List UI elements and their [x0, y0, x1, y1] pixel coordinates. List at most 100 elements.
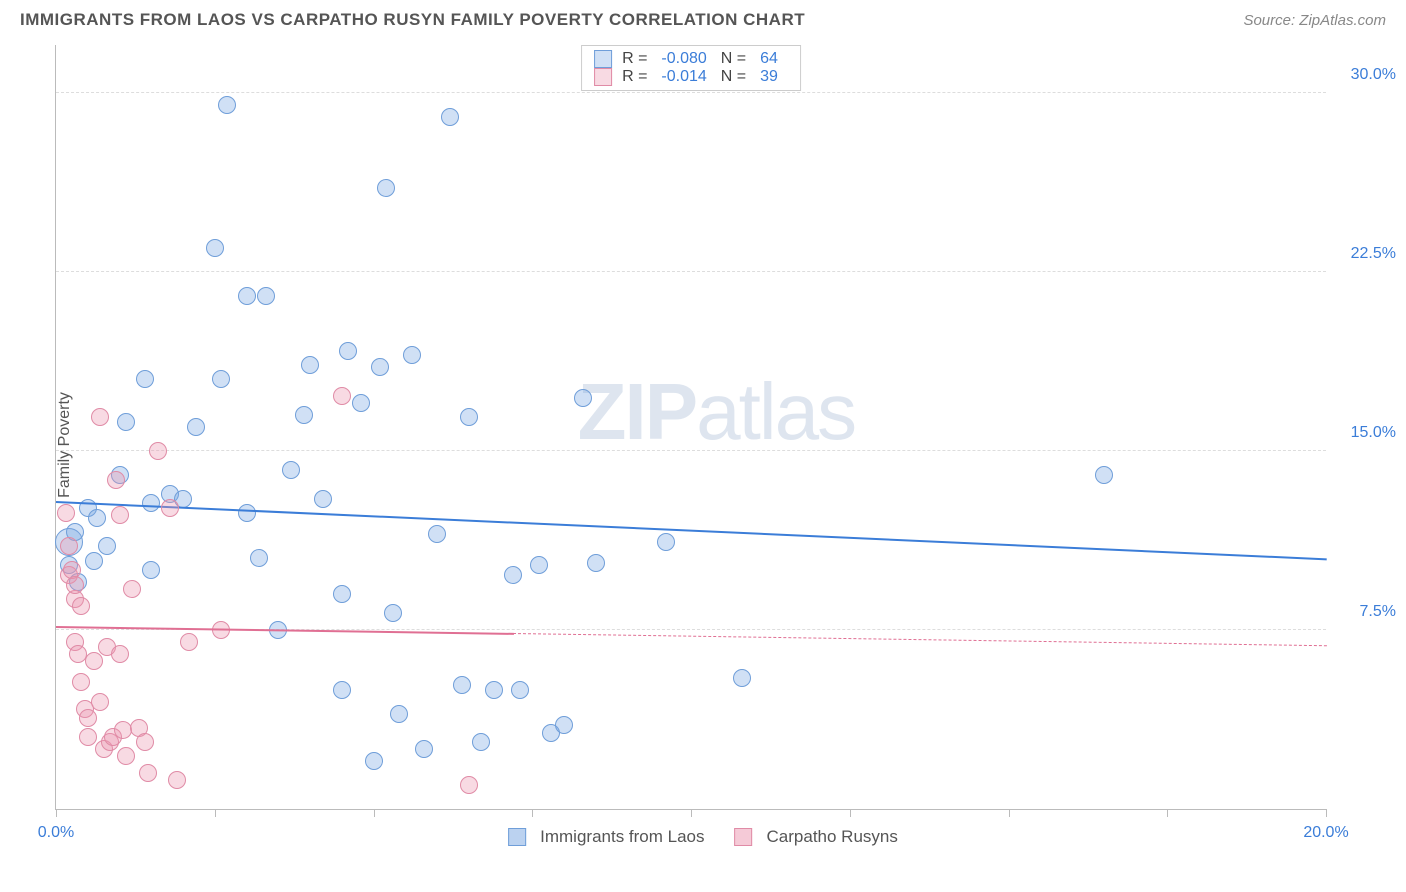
data-point-rusyn [117, 747, 135, 765]
x-tick [215, 809, 216, 817]
x-tick-label: 20.0% [1303, 824, 1348, 842]
data-point-rusyn [72, 673, 90, 691]
data-point-rusyn [107, 471, 125, 489]
watermark: ZIPatlas [578, 366, 855, 458]
data-point-rusyn [460, 776, 478, 794]
x-tick [374, 809, 375, 817]
r-value: -0.014 [651, 68, 716, 86]
data-point-rusyn [180, 633, 198, 651]
x-tick [532, 809, 533, 817]
data-point-laos [142, 494, 160, 512]
x-tick [850, 809, 851, 817]
x-tick-label: 0.0% [38, 824, 74, 842]
n-label: N = [721, 50, 746, 68]
data-point-rusyn [168, 771, 186, 789]
gridline [56, 450, 1326, 451]
data-point-laos [460, 408, 478, 426]
data-point-laos [238, 504, 256, 522]
data-point-laos [301, 356, 319, 374]
legend-row-laos: R =-0.080N =64 [594, 50, 788, 68]
data-point-laos [314, 490, 332, 508]
data-point-laos [453, 676, 471, 694]
x-tick [1326, 809, 1327, 817]
data-point-rusyn [79, 728, 97, 746]
data-point-rusyn [111, 645, 129, 663]
x-tick [1009, 809, 1010, 817]
data-point-laos [117, 413, 135, 431]
x-tick [1167, 809, 1168, 817]
data-point-rusyn [123, 580, 141, 598]
n-value: 39 [750, 68, 788, 86]
chart-container: Family Poverty ZIPatlas R =-0.080N =64R … [0, 35, 1406, 855]
r-label: R = [622, 50, 647, 68]
y-tick-label: 22.5% [1336, 245, 1396, 263]
data-point-rusyn [139, 764, 157, 782]
gridline [56, 92, 1326, 93]
data-point-rusyn [85, 652, 103, 670]
legend-label: Carpatho Rusyns [767, 827, 898, 847]
data-point-rusyn [60, 537, 78, 555]
n-value: 64 [750, 50, 788, 68]
data-point-laos [657, 533, 675, 551]
data-point-laos [352, 394, 370, 412]
data-point-laos [339, 342, 357, 360]
y-tick-label: 15.0% [1336, 424, 1396, 442]
data-point-rusyn [91, 408, 109, 426]
x-tick [56, 809, 57, 817]
source-attribution: Source: ZipAtlas.com [1243, 12, 1386, 29]
data-point-laos [88, 509, 106, 527]
data-point-laos [250, 549, 268, 567]
data-point-rusyn [57, 504, 75, 522]
data-point-laos [85, 552, 103, 570]
n-label: N = [721, 68, 746, 86]
data-point-laos [218, 96, 236, 114]
data-point-rusyn [149, 442, 167, 460]
trend-line-laos [56, 501, 1327, 560]
data-point-rusyn [161, 499, 179, 517]
data-point-laos [574, 389, 592, 407]
legend-swatch-laos [594, 50, 612, 68]
series-legend-item: Carpatho Rusyns [735, 827, 898, 847]
data-point-laos [371, 358, 389, 376]
legend-swatch [735, 828, 753, 846]
data-point-laos [377, 179, 395, 197]
data-point-laos [733, 669, 751, 687]
data-point-laos [187, 418, 205, 436]
data-point-rusyn [79, 709, 97, 727]
data-point-laos [1095, 466, 1113, 484]
data-point-laos [403, 346, 421, 364]
data-point-rusyn [333, 387, 351, 405]
legend-row-rusyn: R =-0.014N =39 [594, 68, 788, 86]
data-point-laos [415, 740, 433, 758]
data-point-laos [555, 716, 573, 734]
data-point-laos [511, 681, 529, 699]
data-point-laos [136, 370, 154, 388]
correlation-legend: R =-0.080N =64R =-0.014 N =39 [581, 45, 801, 91]
data-point-laos [428, 525, 446, 543]
series-legend-item: Immigrants from Laos [508, 827, 704, 847]
data-point-laos [212, 370, 230, 388]
data-point-laos [472, 733, 490, 751]
chart-title: IMMIGRANTS FROM LAOS VS CARPATHO RUSYN F… [20, 10, 805, 30]
data-point-laos [530, 556, 548, 574]
series-legend: Immigrants from Laos Carpatho Rusyns [508, 827, 898, 847]
plot-area: ZIPatlas R =-0.080N =64R =-0.014N =39 7.… [55, 45, 1326, 810]
data-point-laos [365, 752, 383, 770]
data-point-rusyn [66, 576, 84, 594]
data-point-rusyn [91, 693, 109, 711]
y-tick-label: 7.5% [1336, 603, 1396, 621]
data-point-laos [98, 537, 116, 555]
data-point-rusyn [136, 733, 154, 751]
data-point-laos [333, 585, 351, 603]
legend-swatch [508, 828, 526, 846]
trend-line-rusyn-extrapolated [513, 633, 1326, 646]
data-point-laos [257, 287, 275, 305]
data-point-laos [142, 561, 160, 579]
gridline [56, 271, 1326, 272]
data-point-laos [485, 681, 503, 699]
data-point-laos [587, 554, 605, 572]
data-point-laos [390, 705, 408, 723]
data-point-laos [206, 239, 224, 257]
legend-swatch-rusyn [594, 68, 612, 86]
data-point-laos [333, 681, 351, 699]
